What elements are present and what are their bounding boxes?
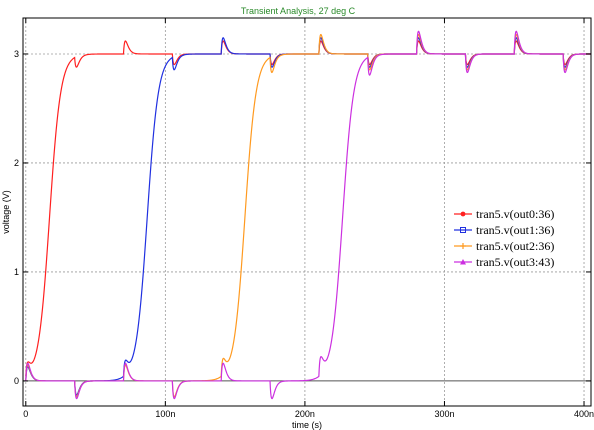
chart-title: Transient Analysis, 27 deg C [241, 6, 356, 16]
legend-marker [460, 227, 466, 233]
legend-label: tran5.v(out1:36) [476, 223, 554, 237]
y-axis-label: voltage (V) [1, 190, 11, 234]
y-tick-label: 2 [14, 158, 19, 168]
legend: tran5.v(out0:36) tran5.v(out1:36) tran5.v(… [454, 207, 554, 269]
y-tick-label: 1 [14, 267, 19, 277]
y-axis: 0 1 2 3 [14, 49, 591, 386]
x-axis-label: time (s) [292, 420, 322, 430]
legend-label: tran5.v(out0:36) [476, 207, 554, 221]
legend-marker [460, 211, 466, 217]
x-axis: 0 100n 200n 300n 400n [23, 18, 594, 419]
legend-label: tran5.v(out3:43) [476, 255, 554, 269]
legend-label: tran5.v(out2:36) [476, 239, 554, 253]
plot-area [25, 30, 591, 400]
series-line-3 [25, 30, 591, 400]
legend-marker [460, 259, 466, 265]
x-tick-label: 200n [295, 409, 315, 419]
x-tick-label: 400n [574, 409, 594, 419]
x-tick-label: 0 [23, 409, 28, 419]
plot-frame [22, 17, 592, 407]
x-tick-label: 300n [434, 409, 454, 419]
y-tick-label: 3 [14, 49, 19, 59]
y-tick-label: 0 [14, 376, 19, 386]
x-tick-label: 100n [155, 409, 175, 419]
